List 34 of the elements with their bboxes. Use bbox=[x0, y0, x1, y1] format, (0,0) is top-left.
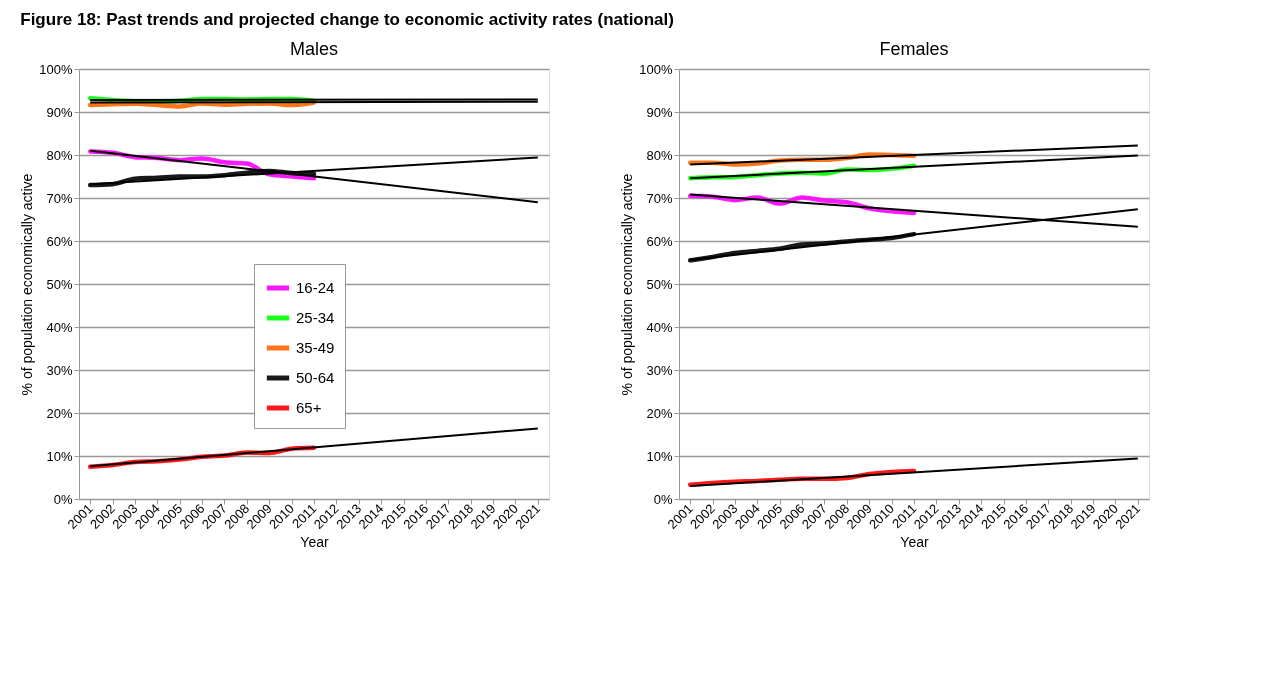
y-tick-label: 90% bbox=[46, 104, 73, 120]
legend-label: 50-64 bbox=[296, 369, 335, 386]
y-tick-label: 90% bbox=[646, 104, 673, 120]
y-tick-label: 0% bbox=[53, 491, 73, 507]
legend-label: 65+ bbox=[296, 399, 322, 416]
x-axis-title: Year bbox=[900, 533, 929, 550]
y-tick-label: 10% bbox=[46, 448, 73, 464]
y-tick-label: 10% bbox=[646, 448, 673, 464]
y-tick-label: 80% bbox=[46, 147, 73, 163]
y-tick-label: 40% bbox=[646, 319, 673, 335]
y-tick-label: 40% bbox=[46, 319, 73, 335]
y-tick-label: 30% bbox=[646, 362, 673, 378]
legend-label: 16-24 bbox=[296, 279, 335, 296]
chart-title: Males bbox=[289, 39, 339, 59]
chart-title: Females bbox=[879, 39, 949, 59]
y-tick-label: 20% bbox=[46, 405, 73, 421]
y-tick-label: 60% bbox=[646, 233, 673, 249]
y-tick-label: 50% bbox=[46, 276, 73, 292]
y-axis-title: % of population economically active bbox=[19, 173, 36, 396]
y-tick-label: 100% bbox=[39, 61, 73, 77]
x-axis-title: Year bbox=[300, 533, 329, 550]
legend-label: 25-34 bbox=[296, 309, 335, 326]
legend-label: 35-49 bbox=[296, 339, 335, 356]
y-tick-label: 100% bbox=[639, 61, 673, 77]
y-tick-label: 20% bbox=[646, 405, 673, 421]
y-tick-label: 50% bbox=[646, 276, 673, 292]
y-tick-label: 70% bbox=[46, 190, 73, 206]
caption: Figure 18: Past trends and projected change to economic activity rates (national) bbox=[20, 9, 674, 29]
y-axis-title: % of population economically active bbox=[619, 173, 636, 396]
y-tick-label: 80% bbox=[646, 147, 673, 163]
y-tick-label: 30% bbox=[46, 362, 73, 378]
y-tick-label: 70% bbox=[646, 190, 673, 206]
y-tick-label: 0% bbox=[653, 491, 673, 507]
y-tick-label: 60% bbox=[46, 233, 73, 249]
